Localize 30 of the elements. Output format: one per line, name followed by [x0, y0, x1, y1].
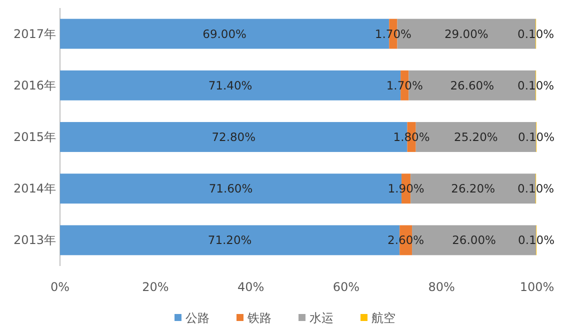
- data-label: 25.20%: [454, 130, 498, 144]
- y-tick-label: 2017年: [13, 26, 56, 41]
- y-tick-label: 2013年: [13, 233, 56, 248]
- data-label: 26.60%: [450, 78, 494, 92]
- data-label: 1.70%: [386, 78, 423, 92]
- data-label: 72.80%: [212, 130, 256, 144]
- legend-label: 公路: [186, 311, 210, 325]
- data-label: 1.70%: [374, 26, 412, 41]
- data-label: 71.40%: [208, 78, 252, 92]
- x-tick-label: 20%: [142, 280, 169, 294]
- data-label: 69.00%: [202, 26, 247, 41]
- data-label: 1.80%: [393, 130, 430, 144]
- legend-label: 航空: [372, 311, 396, 325]
- y-tick-label: 2015年: [13, 130, 56, 144]
- y-tick-label: 2014年: [13, 182, 56, 196]
- data-label: 26.00%: [452, 233, 496, 248]
- y-tick-label: 2016年: [13, 78, 56, 92]
- data-label: 71.20%: [208, 233, 252, 248]
- data-label: 1.90%: [388, 182, 424, 196]
- x-tick-label: 60%: [332, 280, 360, 294]
- x-tick-label: 100%: [520, 280, 554, 294]
- data-label: 2.60%: [388, 233, 424, 248]
- x-tick-label: 0%: [50, 280, 70, 294]
- legend-label: 铁路: [246, 311, 272, 325]
- data-label: 29.00%: [444, 26, 488, 41]
- data-label: 26.20%: [451, 182, 496, 196]
- x-tick-label: 40%: [237, 280, 264, 294]
- data-label: 71.60%: [208, 182, 253, 196]
- x-tick-label: 80%: [428, 280, 455, 294]
- legend-label: 水运: [310, 311, 334, 325]
